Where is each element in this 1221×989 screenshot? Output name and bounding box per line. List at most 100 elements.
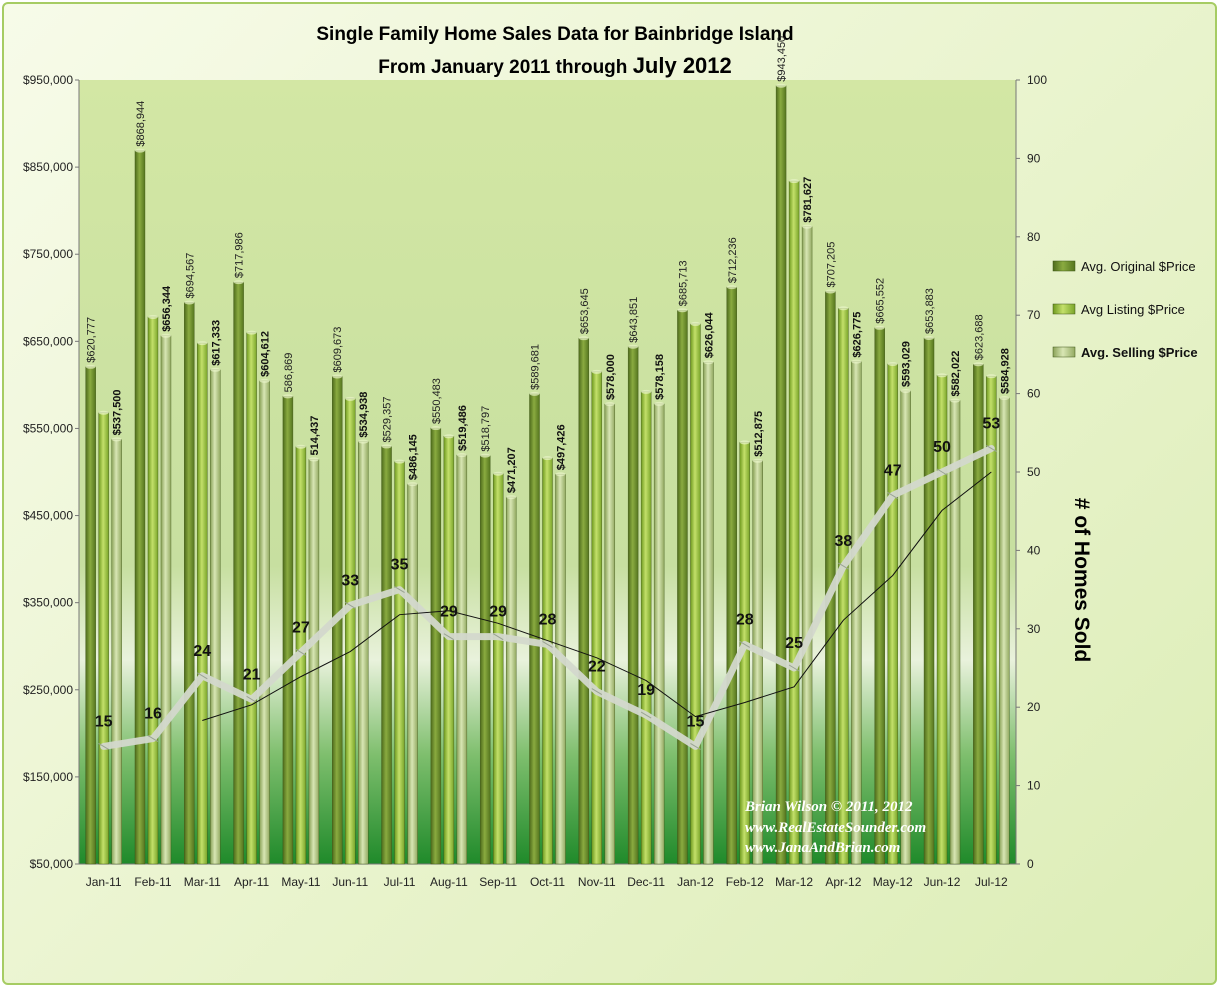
bar-cap-listing-feb-11 <box>147 314 158 319</box>
homes-sold-marker-mar-11 <box>197 672 208 680</box>
label-selling-mar-11: $617,333 <box>210 320 222 366</box>
label-original-jan-11: $620,777 <box>86 317 98 363</box>
bar-cap-selling-apr-11 <box>259 378 270 383</box>
bar-cap-listing-may-11 <box>295 444 306 449</box>
bar-listing-nov-11 <box>591 371 603 865</box>
homes-sold-marker-may-12 <box>887 492 898 499</box>
bar-cap-listing-dec-11 <box>641 389 652 394</box>
label-selling-dec-11: $578,158 <box>654 354 666 400</box>
bar-cap-selling-feb-12 <box>752 458 763 463</box>
bar-cap-listing-jun-11 <box>345 396 356 401</box>
bar-cap-listing-apr-12 <box>838 306 849 311</box>
homes-sold-marker-jul-12 <box>986 445 997 452</box>
homes-sold-marker-apr-11 <box>246 695 257 703</box>
bar-original-aug-11 <box>430 427 442 865</box>
x-tick-label-dec-11: Dec-11 <box>627 875 665 889</box>
bar-original-may-12 <box>874 327 885 865</box>
bar-cap-original-nov-11 <box>578 336 589 341</box>
homes-sold-label-feb-12: 28 <box>736 611 754 628</box>
y2-tick-label: 50 <box>1027 465 1041 479</box>
bar-listing-apr-12 <box>838 308 849 865</box>
label-selling-aug-11: $519,486 <box>457 405 469 451</box>
bar-selling-sep-11 <box>505 496 517 865</box>
y2-tick-label: 70 <box>1027 308 1041 322</box>
bar-cap-original-may-11 <box>282 394 293 399</box>
x-tick-label-jun-11: Jun-11 <box>332 875 368 889</box>
homes-sold-label-apr-11: 21 <box>243 666 261 683</box>
y-axis-ticks: $50,000 $150,000 $250,000 $350,000 $450,000 $… <box>23 73 79 871</box>
y2-tick-label: 60 <box>1027 387 1041 401</box>
bar-original-nov-11 <box>578 337 590 865</box>
homes-sold-label-may-12: 47 <box>884 463 902 480</box>
y2-tick-label: 40 <box>1027 543 1041 557</box>
legend: Avg. Original $Price Avg Listing $Price Av… <box>1052 259 1198 360</box>
y-tick-label: $850,000 <box>23 160 73 174</box>
bar-cap-selling-oct-11 <box>555 472 566 477</box>
label-selling-nov-11: $578,000 <box>605 354 617 400</box>
x-tick-label-may-11: May-11 <box>281 875 320 889</box>
y2-axis-label: # of Homes Sold <box>1070 498 1093 663</box>
label-original-aug-11: $550,483 <box>431 378 443 424</box>
label-selling-feb-11: $656,344 <box>161 285 173 332</box>
bar-cap-selling-may-11 <box>308 457 319 462</box>
label-original-apr-11: $717,986 <box>234 232 246 278</box>
homes-sold-label-jun-12: 50 <box>933 439 951 456</box>
homes-sold-label-apr-12: 38 <box>834 533 852 550</box>
bar-original-jul-11 <box>381 446 392 865</box>
bar-cap-original-oct-11 <box>529 391 540 396</box>
label-original-may-12: $665,552 <box>875 278 887 324</box>
x-tick-label-sep-11: Sep-11 <box>479 875 517 889</box>
homes-sold-marker-jun-12 <box>936 468 948 476</box>
bar-cap-selling-may-12 <box>900 388 911 393</box>
y-tick-label: $50,000 <box>30 857 74 871</box>
credit-block: Brian Wilson © 2011, 2012 www.RealEstate… <box>744 799 926 856</box>
bar-listing-mar-11 <box>197 342 208 865</box>
legend-label-listing: Avg Listing $Price <box>1081 302 1185 317</box>
homes-sold-label-dec-11: 19 <box>637 682 655 699</box>
label-selling-oct-11: $497,426 <box>556 424 568 470</box>
bar-cap-original-jun-11 <box>332 374 343 379</box>
label-selling-sep-11: $471,207 <box>506 447 518 493</box>
bar-cap-selling-jan-12 <box>703 360 714 365</box>
label-original-nov-11: $653,645 <box>579 288 591 334</box>
bar-selling-may-12 <box>900 390 911 865</box>
chart-subtitle-prefix: From January 2011 through <box>378 57 627 78</box>
bar-original-apr-11 <box>233 281 244 865</box>
homes-sold-label-mar-12: 25 <box>785 635 803 652</box>
label-original-mar-11: $694,567 <box>184 253 196 299</box>
homes-sold-marker-jan-11 <box>98 742 109 750</box>
label-original-dec-11: $643,851 <box>628 297 640 343</box>
label-selling-jul-12: $584,928 <box>999 348 1011 394</box>
homes-sold-label-oct-11: 28 <box>539 611 557 628</box>
homes-sold-marker-apr-12 <box>838 562 849 570</box>
y2-tick-label: 90 <box>1027 151 1041 165</box>
bar-selling-may-11 <box>308 459 320 865</box>
homes-sold-label-aug-11: 29 <box>440 604 458 621</box>
bar-listing-jun-11 <box>345 398 356 865</box>
bar-cap-listing-oct-11 <box>542 456 553 461</box>
bar-cap-original-feb-11 <box>134 148 145 153</box>
y2-tick-label: 80 <box>1027 230 1041 244</box>
homes-sold-marker-nov-11 <box>591 688 603 695</box>
homes-sold-label-sep-11: 29 <box>489 604 507 621</box>
homes-sold-marker-sep-11 <box>492 633 504 641</box>
bar-cap-selling-apr-12 <box>851 359 862 364</box>
x-tick-label-apr-12: Apr-12 <box>825 875 861 889</box>
homes-sold-marker-oct-11 <box>542 641 553 648</box>
bar-selling-jan-11 <box>111 439 122 865</box>
label-selling-apr-11: $604,612 <box>260 331 272 377</box>
legend-swatch-listing <box>1052 303 1076 315</box>
x-tick-label-feb-12: Feb-12 <box>726 875 764 889</box>
bar-cap-listing-jul-12 <box>986 374 997 379</box>
chart-title: Single Family Home Sales Data for Bainbr… <box>316 24 793 45</box>
bar-original-jan-12 <box>677 310 688 865</box>
label-original-feb-11: $868,944 <box>135 101 147 147</box>
bar-cap-original-apr-12 <box>825 289 836 294</box>
y-tick-label: $550,000 <box>23 421 73 435</box>
bar-cap-selling-mar-12 <box>802 224 813 229</box>
bar-cap-original-dec-11 <box>628 344 639 349</box>
homes-sold-label-jul-12: 53 <box>982 415 1000 432</box>
y-tick-label: $450,000 <box>23 509 73 523</box>
credit-line-1: Brian Wilson © 2011, 2012 <box>744 799 913 815</box>
